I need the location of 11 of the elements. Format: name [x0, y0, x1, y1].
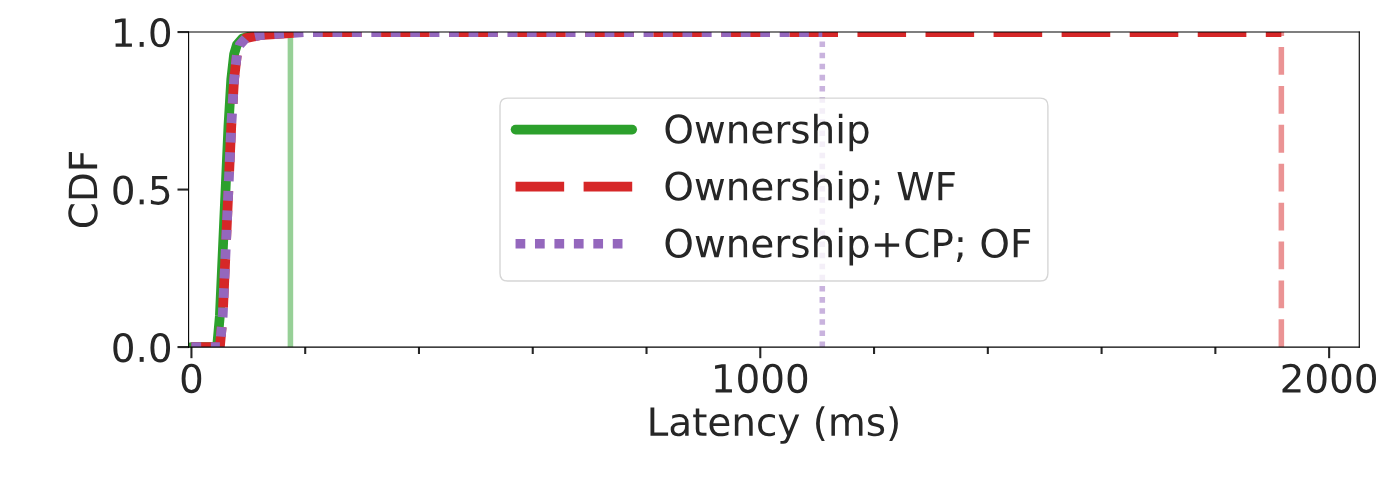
x-tick-label: 0 — [181, 363, 202, 394]
x-axis-title: Latency (ms) — [650, 406, 898, 444]
y-tick-label: 0.0 — [113, 332, 171, 363]
x-tick-label: 1000 — [715, 363, 808, 394]
legend-label: Ownership; WF — [665, 170, 955, 209]
legend-label: Ownership+CP; OF — [665, 227, 1031, 266]
x-tick-label: 2000 — [1282, 363, 1377, 394]
y-tick-label: 0.5 — [113, 175, 170, 205]
y-axis-title: CDF — [68, 152, 98, 228]
legend-label: Ownership — [665, 113, 869, 152]
y-tick-label: 1.0 — [115, 17, 171, 48]
